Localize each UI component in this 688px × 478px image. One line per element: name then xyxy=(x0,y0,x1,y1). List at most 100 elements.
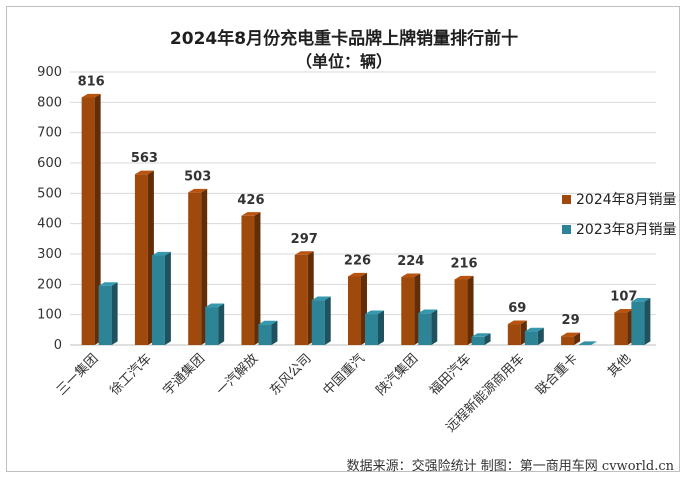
bar-front xyxy=(524,331,538,345)
legend-swatch xyxy=(562,225,571,234)
bar-top xyxy=(188,188,208,193)
bar-side xyxy=(644,298,651,345)
bar-top xyxy=(578,341,598,345)
data-label: 69 xyxy=(508,301,526,316)
data-label: 224 xyxy=(397,254,424,269)
bar-top xyxy=(561,332,581,337)
bar-side xyxy=(484,333,491,345)
bar-top xyxy=(631,298,651,302)
y-tick-label: 500 xyxy=(37,186,62,201)
bar-2024 xyxy=(188,188,208,345)
category-label: 中国重汽 xyxy=(320,351,368,399)
bar-side xyxy=(574,332,581,345)
legend: 2024年8月销量 2023年8月销量 xyxy=(562,192,677,238)
chart-title: 2024年8月份充电重卡品牌上牌销量排行前十 xyxy=(169,29,519,49)
bar-side xyxy=(271,320,278,345)
category-label: 福田汽车 xyxy=(426,351,474,399)
bar-2023 xyxy=(471,333,491,345)
data-label: 29 xyxy=(562,313,580,328)
category-label: 宇通集团 xyxy=(160,351,208,399)
bar-2023 xyxy=(365,310,384,345)
bar-top xyxy=(294,251,314,255)
bar-2024 xyxy=(241,212,261,345)
y-tick-label: 0 xyxy=(54,338,62,353)
bar-front xyxy=(188,192,202,345)
y-tick-label: 300 xyxy=(37,247,62,262)
bar-side xyxy=(431,309,438,345)
bar-2023 xyxy=(631,298,651,345)
bar-front xyxy=(134,174,148,345)
legend-swatch xyxy=(562,195,571,204)
category-label: 陕汽集团 xyxy=(373,351,421,399)
data-label: 563 xyxy=(131,151,158,166)
bar-2024 xyxy=(348,272,367,345)
bar-side xyxy=(94,93,101,345)
legend-label: 2023年8月销量 xyxy=(576,222,677,238)
bar-top xyxy=(401,273,421,278)
data-label: 297 xyxy=(291,232,318,247)
category-label: 一汽解放 xyxy=(214,351,261,398)
bar-top xyxy=(241,212,261,216)
bar-2023 xyxy=(524,327,544,345)
bar-top xyxy=(524,327,544,332)
bar-top xyxy=(454,275,474,280)
bar-front xyxy=(241,215,255,345)
bar-2024 xyxy=(134,170,154,345)
category-label: 联合重卡 xyxy=(533,351,581,399)
y-tick-label: 700 xyxy=(37,126,62,141)
bar-front xyxy=(205,307,219,345)
bars xyxy=(81,93,651,345)
bar-side xyxy=(254,212,261,345)
bar-top xyxy=(348,272,367,277)
bar-2024 xyxy=(294,251,314,345)
bar-side xyxy=(537,327,544,345)
bar-front xyxy=(294,254,308,345)
bar-top xyxy=(365,310,384,315)
bar-2023 xyxy=(258,320,278,345)
bar-2024 xyxy=(454,275,474,345)
data-label: 216 xyxy=(450,256,477,271)
y-tick-label: 400 xyxy=(37,217,62,232)
bar-2023 xyxy=(98,282,118,345)
bar-front xyxy=(507,324,521,345)
y-axis: 0 100 200 300 400 500 600 700 800 900 xyxy=(37,65,62,353)
data-label: 816 xyxy=(78,74,105,89)
bar-top xyxy=(98,282,118,286)
bar-front xyxy=(81,97,95,345)
bar-side xyxy=(378,310,384,345)
bar-front xyxy=(631,301,645,345)
category-label: 三一集团 xyxy=(53,351,101,399)
bar-front xyxy=(454,279,468,345)
bar-2023 xyxy=(418,309,438,345)
bar-front xyxy=(365,314,378,345)
category-label: 东风公司 xyxy=(267,351,314,398)
y-tick-label: 200 xyxy=(37,277,62,292)
bar-top xyxy=(614,308,634,313)
legend-label: 2024年8月销量 xyxy=(576,192,677,208)
bar-side xyxy=(324,296,331,345)
bar-side xyxy=(111,282,118,345)
bar-top xyxy=(134,170,154,175)
category-labels: 三一集团 徐工汽车 宇通集团 一汽解放 东风公司 中国重汽 陕汽集团 福田汽车远程新能源商用车… xyxy=(53,351,634,436)
source-note: 数据来源：交强险统计 制图：第一商用车网 cvworld.cn xyxy=(346,459,674,474)
bar-front xyxy=(418,313,432,345)
bar-2024 xyxy=(561,332,581,345)
data-label: 226 xyxy=(344,253,371,268)
data-label: 107 xyxy=(610,290,637,305)
bar-top xyxy=(507,320,527,325)
category-label: 徐工汽车 xyxy=(107,351,155,399)
bar-top xyxy=(81,93,101,98)
bar-front xyxy=(311,300,325,345)
bar-top xyxy=(205,303,225,308)
bar-2024 xyxy=(81,93,101,345)
bar-front xyxy=(348,276,361,345)
bar-2023 xyxy=(311,296,331,345)
bar-top xyxy=(258,320,278,325)
bar-front xyxy=(614,312,628,345)
category-label: 其他 xyxy=(605,351,634,380)
bar-side xyxy=(201,188,208,345)
data-label: 426 xyxy=(237,193,264,208)
bar-front xyxy=(151,255,165,345)
bar-2023 xyxy=(578,341,598,345)
